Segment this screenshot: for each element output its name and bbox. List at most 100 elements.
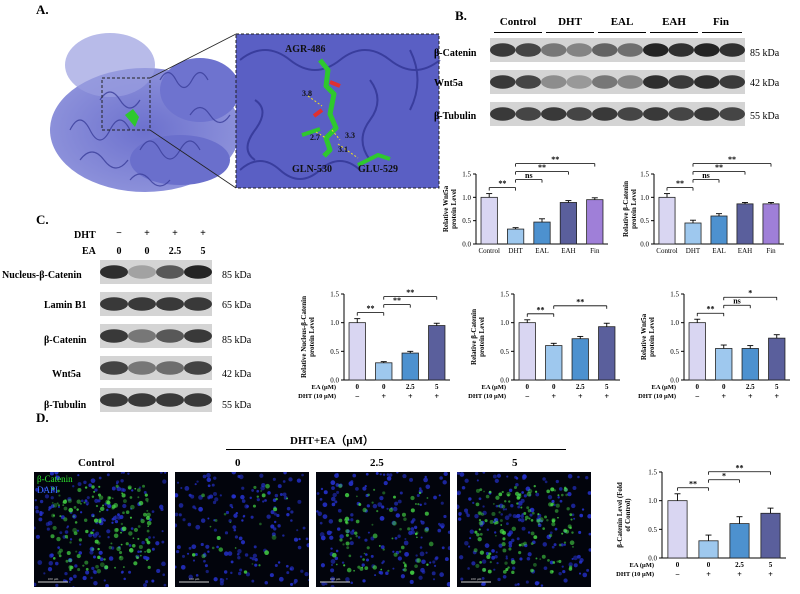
y-axis-label: β-Catenin Level (Foldof Control): [616, 482, 632, 548]
tick-label: 0.5: [670, 348, 679, 356]
tick-label: 1.0: [462, 194, 471, 202]
row-label: DHT (10 μM): [616, 571, 654, 578]
tick-label: 1.5: [670, 291, 679, 299]
significance-label: **: [367, 304, 375, 313]
microscopy-image: 100 μm: [316, 472, 450, 587]
tick-label: 0.5: [500, 348, 509, 356]
panel-label-b: B.: [455, 8, 467, 23]
significance-label: **: [736, 463, 744, 472]
kda-label: 42 kDa: [222, 369, 252, 380]
group-header: EAL: [610, 16, 634, 28]
bar: [348, 322, 366, 381]
blot-band: [100, 297, 128, 311]
blot-band: [643, 43, 669, 57]
dht-ea-header: DHT+EA（μM）: [290, 435, 375, 447]
bar: [571, 338, 589, 381]
ea-dose: 5: [200, 246, 206, 257]
kda-label: 55 kDa: [750, 111, 780, 122]
blot-band: [100, 361, 128, 375]
category-label: Control: [479, 247, 500, 255]
blot-band: [668, 43, 694, 57]
category-label: DHT: [508, 247, 523, 255]
scale-bar-label: 100 μm: [48, 577, 59, 581]
bar: [401, 352, 419, 381]
bar: [480, 196, 498, 245]
category-label: Control: [656, 247, 677, 255]
blot-band: [184, 393, 212, 407]
significance-label: **: [689, 479, 697, 488]
bar: [688, 322, 706, 381]
kda-label: 55 kDa: [222, 400, 252, 411]
blot-band: [566, 75, 592, 89]
image-label: Control: [78, 457, 115, 469]
dht-sign: +: [172, 228, 178, 239]
blot-band: [184, 265, 212, 279]
distance-label-1: 3.8: [302, 89, 312, 98]
significance-label: **: [537, 305, 545, 314]
blot-band: [643, 107, 669, 121]
bar: [586, 199, 604, 245]
distance-label-3: 3.1: [338, 145, 348, 154]
category-label: Fin: [590, 247, 600, 255]
legend-dapi: DAPI: [37, 485, 59, 495]
bar: [545, 345, 563, 381]
dht-sign: +: [144, 228, 150, 239]
significance-label: **: [498, 179, 506, 188]
scale-bar-label: 100 μm: [189, 577, 200, 581]
bar-chart-b-catenin: 0.0 0.5 1.0 1.5 Control DHT EAL EAH Fin Relative …: [622, 155, 784, 255]
category-label: 5: [435, 383, 439, 391]
row-label: DHT (10 μM): [638, 393, 676, 400]
bar-chart-c-nucleus-catenin: 0.0 0.5 1.0 1.5 0 0 2.5 5 − + + + EA (μM) DHT (10 μM)…: [298, 288, 450, 401]
kda-label: 42 kDa: [750, 78, 780, 89]
blot-band: [128, 393, 156, 407]
zoom-view: 3.8 3.3 3.1 2.7 AGR-486 GLN-530 GLU-529: [235, 33, 441, 189]
blot-band: [719, 43, 745, 57]
category-label: DHT: [686, 247, 701, 255]
significance-label: **: [551, 155, 559, 164]
blot-label: Nucleus-β-Catenin: [2, 270, 82, 281]
microscopy-image: 100 μm: [457, 472, 591, 587]
bar-chart-d-catenin: 0.0 0.5 1.0 1.5 0 0 2.5 5 − + + + EA (μM) DHT (10 μM)…: [616, 463, 786, 579]
scale-bar-label: 100 μm: [330, 577, 341, 581]
microscopy-background: [316, 472, 450, 587]
treatment-label-ea: EA: [82, 246, 96, 257]
bar: [710, 215, 728, 245]
blot-band: [128, 361, 156, 375]
blot-band: [490, 107, 516, 121]
microscopy-image: 100 μm: [34, 472, 168, 587]
dht-sign: +: [578, 392, 583, 401]
blot-band: [156, 393, 184, 407]
category-label: 5: [775, 383, 779, 391]
row-label: EA (μM): [652, 384, 676, 391]
significance-label: **: [538, 163, 546, 172]
bar: [715, 348, 733, 381]
blot-band: [719, 75, 745, 89]
dht-sign: +: [381, 392, 386, 401]
bar: [658, 196, 676, 245]
dht-sign: +: [604, 392, 609, 401]
bar: [375, 362, 393, 381]
dht-sign: +: [774, 392, 779, 401]
bar: [760, 512, 781, 559]
blot-band: [592, 75, 618, 89]
kda-label: 85 kDa: [222, 270, 252, 281]
category-label: 2.5: [576, 383, 585, 391]
tick-label: 0.5: [648, 526, 657, 534]
dht-sign: +: [768, 570, 773, 579]
blot-bands-c: [100, 260, 212, 412]
tick-label: 1.0: [640, 194, 649, 202]
category-label: 2.5: [406, 383, 415, 391]
tick-label: 1.5: [500, 291, 509, 299]
bar: [684, 222, 702, 245]
blot-band: [128, 297, 156, 311]
dht-sign: +: [706, 570, 711, 579]
microscopy-image: 100 μm: [175, 472, 309, 587]
distance-label-4: 2.7: [310, 133, 320, 142]
blot-band: [541, 43, 567, 57]
kda-label: 85 kDa: [222, 335, 252, 346]
image-label: 5: [512, 457, 518, 469]
tick-label: 1.0: [330, 319, 339, 327]
blot-band: [184, 329, 212, 343]
tick-label: 1.5: [462, 171, 471, 179]
tick-label: 0.0: [670, 377, 679, 385]
